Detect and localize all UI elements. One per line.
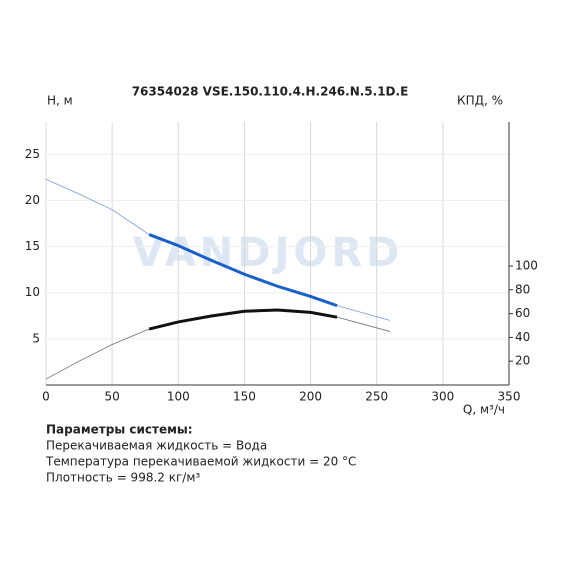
- x-tick-label: 150: [233, 390, 256, 404]
- y2-tick-label: 60: [515, 306, 530, 320]
- curve-operating: [148, 308, 338, 331]
- x-tick-label: 200: [299, 390, 322, 404]
- y-tick-label: 10: [25, 285, 40, 299]
- x-tick-label: 300: [431, 390, 454, 404]
- y2-tick-label: 20: [515, 354, 530, 368]
- x-tick-label: 250: [365, 390, 388, 404]
- y-tick-label: 5: [32, 331, 40, 345]
- x-tick-label: 100: [167, 390, 190, 404]
- params-heading: Параметры системы:: [46, 423, 193, 437]
- params-line: Перекачиваемая жидкость = Вода: [46, 439, 267, 453]
- curve: [45, 309, 391, 380]
- params-line: Плотность = 998.2 кг/м³: [46, 471, 200, 485]
- x-tick-label: 350: [498, 390, 521, 404]
- x-tick-label: 50: [105, 390, 120, 404]
- y2-tick-label: 80: [515, 282, 530, 296]
- y2-axis-label: КПД, %: [457, 94, 503, 108]
- y2-tick-label: 100: [515, 258, 538, 272]
- x-axis-label: Q, м³/ч: [463, 403, 505, 417]
- y-tick-label: 20: [25, 193, 40, 207]
- y-axis-label: H, м: [47, 94, 73, 108]
- params-line: Температура перекачиваемой жидкости = 20…: [45, 455, 356, 469]
- x-tick-label: 0: [42, 390, 50, 404]
- y2-tick-label: 40: [515, 330, 530, 344]
- y-tick-label: 25: [25, 147, 40, 161]
- y-tick-label: 15: [25, 239, 40, 253]
- curve-operating: [148, 233, 338, 308]
- chart-title: 76354028 VSE.150.110.4.H.246.N.5.1D.E: [132, 85, 409, 99]
- watermark: VANDJORD: [133, 230, 404, 276]
